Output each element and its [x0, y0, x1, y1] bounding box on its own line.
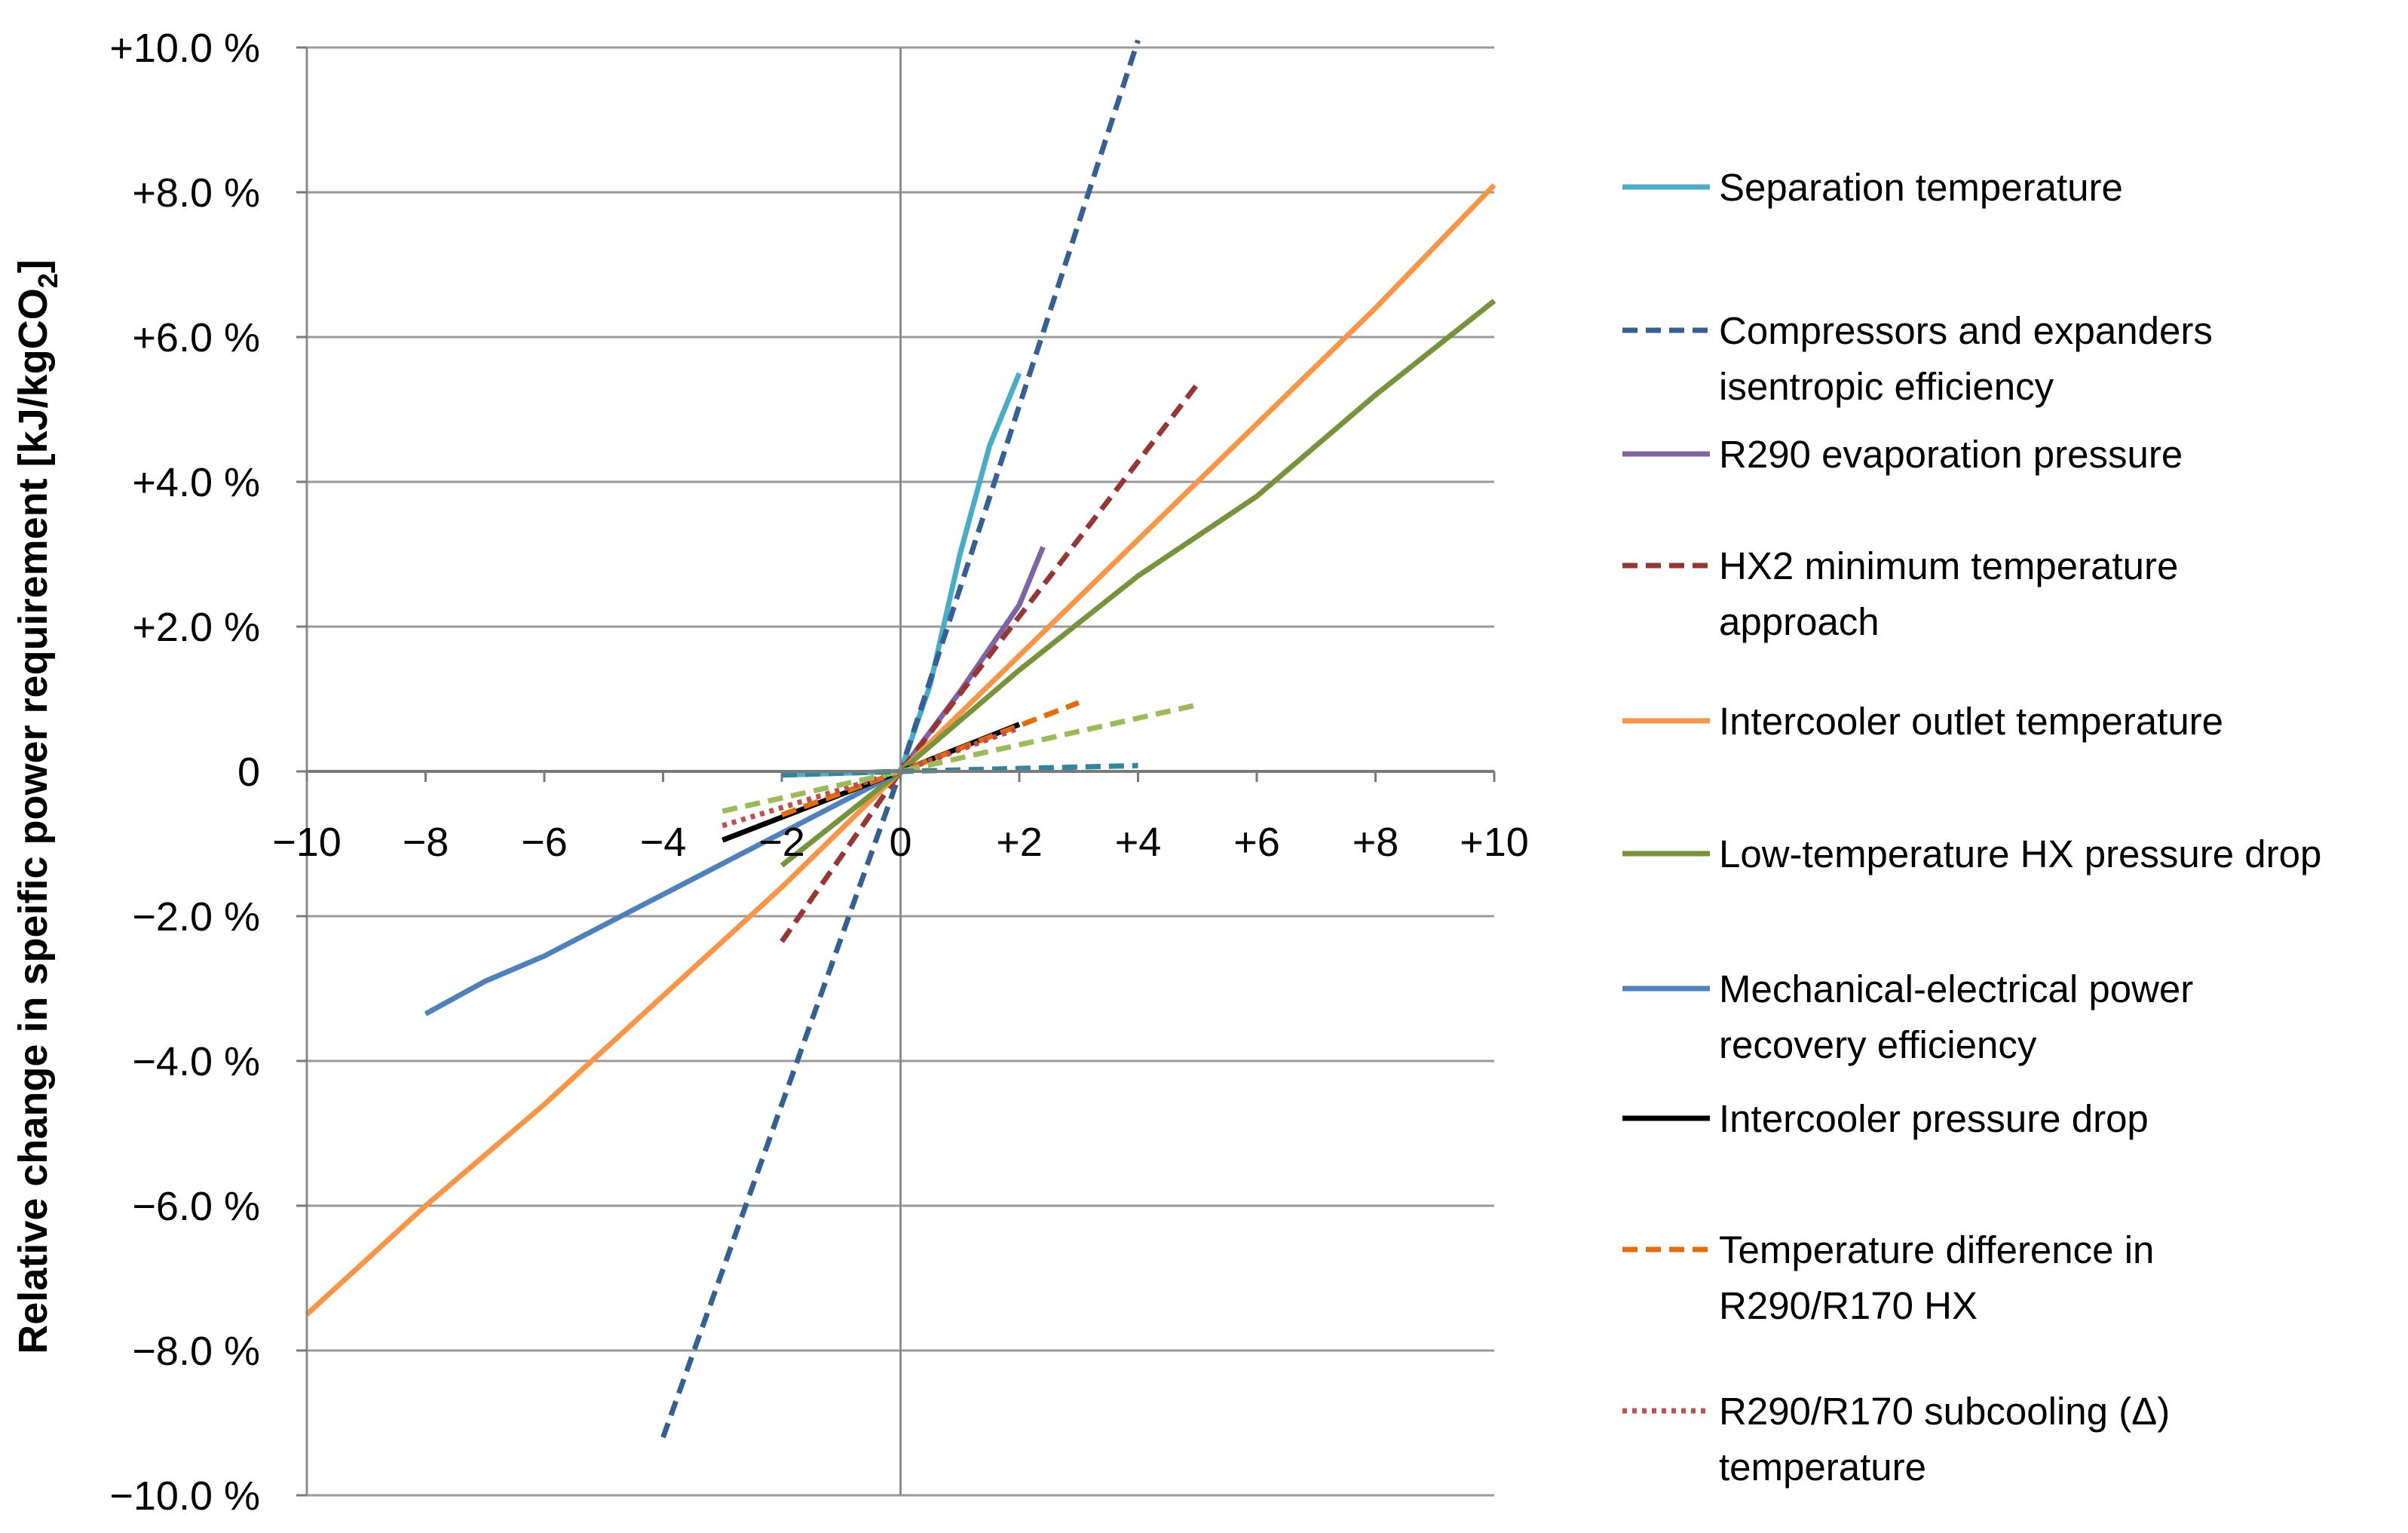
x-tick-label: +6: [1233, 820, 1280, 865]
legend-item: R290 evaporation pressure: [1622, 433, 2183, 476]
y-tick-label: −4.0 %: [132, 1039, 260, 1084]
y-axis-title: Relative change in speific power require…: [11, 259, 63, 1354]
legend-label: Temperature difference in: [1719, 1228, 2154, 1271]
legend-item: Intercooler outlet temperature: [1622, 700, 2223, 743]
legend-label: temperature: [1719, 1446, 1926, 1489]
x-tick-label: +4: [1115, 820, 1162, 865]
legend-item: Intercooler pressure drop: [1622, 1097, 2149, 1140]
y-tick-label: −6.0 %: [132, 1184, 260, 1229]
legend-item: Temperature difference in R290/R170 HX: [1622, 1228, 2154, 1327]
x-tick-label: −6: [521, 820, 568, 865]
legend-label: isentropic efficiency: [1719, 365, 2054, 408]
legend-item: Separation temperature: [1622, 166, 2123, 209]
legend-item: HX2 minimum temperature approach: [1622, 544, 2178, 643]
y-tick-label: +4.0 %: [132, 460, 260, 505]
x-tick-labels: −10 −8 −6 −4 −2 0 +2 +4 +6 +8 +10: [272, 820, 1529, 865]
series-line: [898, 546, 1046, 774]
legend-label: recovery efficiency: [1719, 1023, 2037, 1066]
legend: Separation temperature Compressors and ex…: [1622, 166, 2321, 1489]
legend-label: R290 evaporation pressure: [1719, 433, 2183, 476]
x-tick-label: 0: [889, 820, 911, 865]
y-tick-labels: +10.0 % +8.0 % +6.0 % +4.0 % +2.0 % 0 −2.0 % −4…: [109, 26, 260, 1519]
legend-item: Mechanical-electrical power recovery effi…: [1622, 967, 2193, 1066]
legend-label: R290/R170 subcooling (Δ): [1719, 1390, 2170, 1433]
legend-item: R290/R170 subcooling (Δ) temperature: [1622, 1390, 2170, 1489]
y-tick-label: −10.0 %: [109, 1473, 260, 1519]
legend-label: Intercooler pressure drop: [1719, 1097, 2149, 1140]
legend-label: Low-temperature HX pressure drop: [1719, 832, 2321, 875]
series-line: [721, 702, 1199, 814]
x-tick-label: +8: [1353, 820, 1399, 865]
y-tick-label: −8.0 %: [132, 1329, 260, 1374]
legend-item: Compressors and expanders isentropic effi…: [1622, 309, 2213, 408]
axes: [296, 46, 1496, 1497]
series-line: [424, 768, 902, 1016]
x-tick-label: +2: [996, 820, 1043, 865]
legend-label: Compressors and expanders: [1719, 309, 2213, 352]
y-tick-label: +8.0 %: [132, 170, 260, 216]
legend-label: approach: [1719, 600, 1880, 643]
y-tick-label: +10.0 %: [109, 26, 260, 71]
y-tick-label: 0: [237, 750, 260, 795]
legend-item: Low-temperature HX pressure drop: [1622, 832, 2321, 875]
legend-label: Separation temperature: [1719, 166, 2123, 209]
legend-label: Mechanical-electrical power: [1719, 967, 2193, 1010]
legend-label: Intercooler outlet temperature: [1719, 700, 2223, 743]
y-tick-label: +2.0 %: [132, 605, 260, 650]
legend-label: HX2 minimum temperature: [1719, 544, 2178, 587]
x-tick-label: +10: [1460, 820, 1529, 865]
x-tick-label: −2: [758, 820, 805, 865]
series-line: [721, 725, 1021, 829]
y-tick-label: +6.0 %: [132, 315, 260, 360]
x-tick-label: −8: [403, 820, 449, 865]
y-tick-label: −2.0 %: [132, 894, 260, 940]
legend-label: R290/R170 HX: [1719, 1284, 1978, 1327]
x-tick-label: −10: [272, 820, 342, 865]
x-tick-label: −4: [640, 820, 687, 865]
